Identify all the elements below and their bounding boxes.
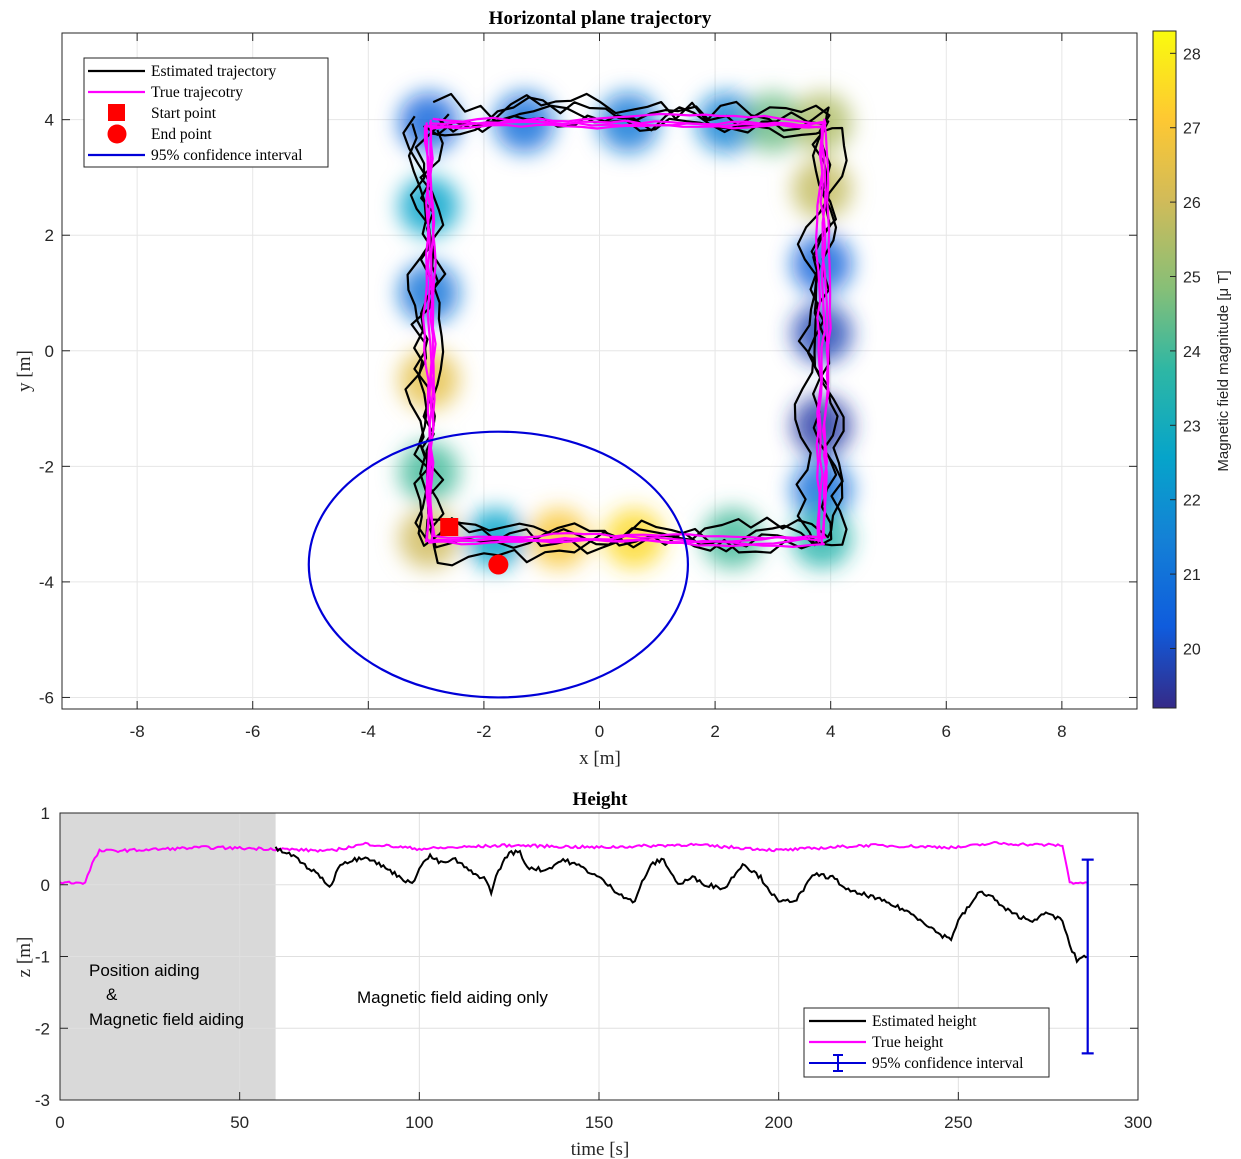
tick-label-x-5: 2 xyxy=(710,722,719,741)
height-tick-label-x-4: 200 xyxy=(764,1113,792,1132)
height-plot: 0 50 100 150 200 250 300 -3 -2 -1 0 1 Height time [… xyxy=(14,789,1152,1159)
tick-label-y-3: 0 xyxy=(45,342,54,361)
start-point-marker xyxy=(440,518,459,536)
legend-ci-height-label: 95% confidence interval xyxy=(872,1055,1024,1072)
legend-ci-errorbar-swatch xyxy=(809,1054,866,1072)
colorbar-label: Magnetic field magnitude [μ T] xyxy=(1215,270,1232,471)
legend-end-label: End point xyxy=(151,126,212,143)
trajectory-lines xyxy=(307,92,848,699)
end-point-marker xyxy=(488,554,509,575)
colorbar-tick-label-1: 21 xyxy=(1183,567,1201,584)
colorbar-tick-label-7: 27 xyxy=(1183,121,1201,138)
height-tick-label-y-1: -2 xyxy=(35,1019,50,1038)
tick-label-x-6: 4 xyxy=(826,722,835,741)
height-y-label: z [m] xyxy=(14,937,35,978)
confidence-ellipse xyxy=(307,430,690,699)
trajectory-legend: Estimated trajectory True trajecotry Sta… xyxy=(83,57,329,168)
height-title: Height xyxy=(573,789,629,810)
magnetic-field-heatmap xyxy=(399,92,853,569)
tick-label-y-2: -2 xyxy=(39,457,54,476)
height-tick-label-y-2: -1 xyxy=(35,948,50,967)
annotation-ampersand: & xyxy=(106,985,118,1004)
tick-label-x-3: -2 xyxy=(476,722,491,741)
legend-ci-label: 95% confidence interval xyxy=(151,147,303,164)
trajectory-plot: -8 -6 -4 -2 0 2 4 6 8 -6 -4 -2 0 2 4 Horizontal plane … xyxy=(14,8,1138,769)
tick-label-y-0: -6 xyxy=(39,688,54,707)
height-ticks: 0 50 100 150 200 250 300 -3 -2 -1 0 1 xyxy=(35,804,1152,1132)
tick-label-x-4: 0 xyxy=(595,722,604,741)
height-tick-label-x-6: 300 xyxy=(1124,1113,1152,1132)
height-legend: Estimated height True height 95% confide… xyxy=(803,1007,1050,1078)
true-trajectory-loop-3 xyxy=(428,122,830,548)
height-tick-label-x-3: 150 xyxy=(585,1113,613,1132)
legend-end-marker xyxy=(107,124,127,144)
colorbar-tick-label-0: 20 xyxy=(1183,641,1201,658)
legend-true-label: True trajecotry xyxy=(151,84,243,101)
height-tick-label-x-2: 100 xyxy=(405,1113,433,1132)
tick-label-y-5: 4 xyxy=(45,111,54,130)
height-tick-label-y-4: 1 xyxy=(41,804,50,823)
height-tick-label-y-3: 0 xyxy=(41,876,50,895)
field-sample-0 xyxy=(399,92,460,153)
annotation-position-aiding: Position aiding xyxy=(89,961,200,980)
tick-label-x-8: 8 xyxy=(1057,722,1066,741)
height-tick-label-x-5: 250 xyxy=(944,1113,972,1132)
tick-label-x-1: -6 xyxy=(245,722,260,741)
field-sample-12 xyxy=(702,508,763,569)
tick-label-x-2: -4 xyxy=(361,722,376,741)
trajectory-ticks: -8 -6 -4 -2 0 2 4 6 8 -6 -4 -2 0 2 4 xyxy=(39,33,1137,741)
height-tick-label-x-1: 50 xyxy=(230,1113,249,1132)
colorbar-tick-label-4: 24 xyxy=(1183,344,1201,361)
height-x-label: time [s] xyxy=(571,1139,630,1159)
colorbar-tick-label-3: 23 xyxy=(1183,418,1201,435)
true-height-line xyxy=(60,840,1088,886)
colorbar-tick-label-6: 26 xyxy=(1183,195,1201,212)
legend-estimated-label: Estimated trajectory xyxy=(151,63,276,80)
legend-start-marker xyxy=(108,104,125,121)
tick-label-y-1: -4 xyxy=(39,573,54,592)
true-trajectory-loop-1 xyxy=(428,112,832,540)
legend-true-height-label: True height xyxy=(872,1034,944,1051)
annotation-magnetic-aiding: Magnetic field aiding xyxy=(89,1010,244,1029)
colorbar-tick-label-8: 28 xyxy=(1183,46,1201,63)
colorbar-tick-label-5: 25 xyxy=(1183,270,1201,287)
estimated-height-line xyxy=(274,846,1089,964)
height-confidence-interval xyxy=(1081,858,1094,1055)
legend-start-label: Start point xyxy=(151,105,217,122)
height-tick-label-y-0: -3 xyxy=(35,1091,50,1110)
tick-label-x-7: 6 xyxy=(942,722,951,741)
colorbar-ticks: 20 21 22 23 24 25 26 27 28 xyxy=(1170,46,1201,658)
tick-label-y-4: 2 xyxy=(45,226,54,245)
trajectory-x-label: x [m] xyxy=(579,748,621,769)
height-tick-label-x-0: 0 xyxy=(55,1113,64,1132)
trajectory-title: Horizontal plane trajectory xyxy=(489,8,712,29)
height-lines xyxy=(60,840,1089,964)
colorbar-tick-label-2: 22 xyxy=(1183,493,1201,510)
trajectory-y-label: y [m] xyxy=(14,350,35,392)
true-trajectory-loop-2 xyxy=(421,120,824,548)
annotation-magnetic-only: Magnetic field aiding only xyxy=(357,988,548,1007)
legend-estimated-height-label: Estimated height xyxy=(872,1013,977,1030)
magnetic-field-colorbar: 20 21 22 23 24 25 26 27 28 Magnetic field magnit… xyxy=(1152,30,1232,709)
tick-label-x-0: -8 xyxy=(130,722,145,741)
